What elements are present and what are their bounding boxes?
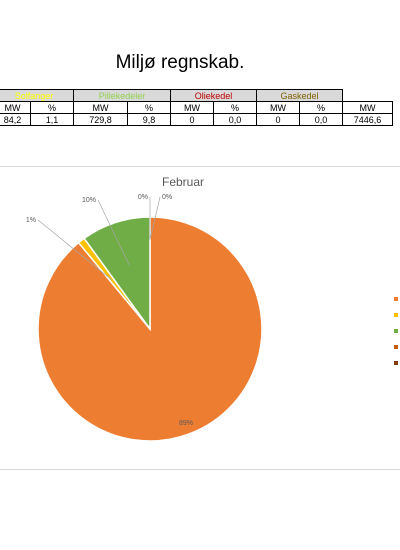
leader-line <box>97 199 130 266</box>
data-label: 89% <box>179 420 193 427</box>
data-labels: 89% 1% 10% 0% 0% <box>26 194 193 427</box>
data-label: 1% <box>26 217 36 224</box>
summary-table: Solfanger Pillekedeler Oliekedel Gaskede… <box>0 89 393 126</box>
value-cell: 729,8 <box>73 113 128 126</box>
group-oliekedel: Oliekedel <box>170 89 257 102</box>
value-cell: 1,1 <box>30 113 74 126</box>
pie-slices <box>37 216 263 442</box>
unit-cell: MW <box>0 101 31 114</box>
unit-cell: MW <box>342 101 393 114</box>
leader-lines <box>37 196 161 281</box>
data-label: 10% <box>82 197 96 204</box>
chart-title: Februar <box>162 175 204 189</box>
unit-cell: % <box>213 101 257 114</box>
group-total <box>342 89 393 102</box>
unit-cell: MW <box>73 101 128 114</box>
unit-cell: MW <box>256 101 300 114</box>
value-cell: 7446,6 <box>342 113 393 126</box>
value-cell: 0 <box>170 113 214 126</box>
value-cell: 9,8 <box>127 113 171 126</box>
value-cell: 84,2 <box>0 113 31 126</box>
value-cell: 0,0 <box>299 113 343 126</box>
legend-marker <box>394 329 398 333</box>
group-pillekedeler: Pillekedeler <box>73 89 171 102</box>
legend-marker <box>394 297 398 301</box>
legend <box>394 297 398 365</box>
pie-chart: Februar 89% 1% 10% 0% 0% <box>26 175 398 442</box>
leader-line <box>149 196 161 240</box>
group-solfanger: Solfanger <box>0 89 74 102</box>
legend-marker <box>394 361 398 365</box>
chart-area: Februar 89% 1% 10% 0% 0% <box>0 166 400 470</box>
unit-cell: % <box>299 101 343 114</box>
unit-cell: % <box>127 101 171 114</box>
unit-cell: MW <box>170 101 214 114</box>
leader-line <box>37 219 113 281</box>
legend-marker <box>394 313 398 317</box>
page-title: Miljø regnskab. <box>115 52 245 73</box>
legend-marker <box>394 345 398 349</box>
value-cell: 0,0 <box>213 113 257 126</box>
data-label: 0% <box>162 194 172 201</box>
group-gaskedel: Gaskedel <box>256 89 343 102</box>
data-label: 0% <box>138 194 148 201</box>
value-cell: 0 <box>256 113 300 126</box>
unit-cell: % <box>30 101 74 114</box>
